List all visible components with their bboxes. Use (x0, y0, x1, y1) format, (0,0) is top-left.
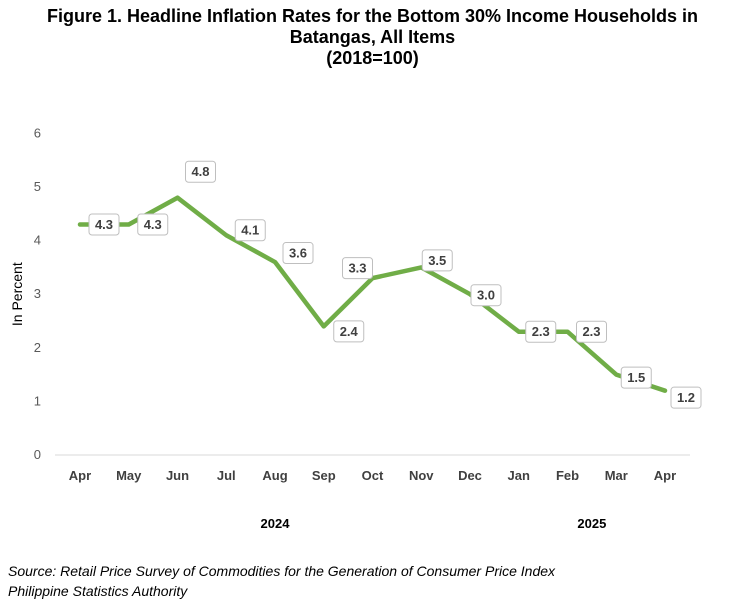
data-label: 3.0 (470, 284, 502, 307)
year-group-label: 2024 (261, 516, 291, 531)
data-label-text: 1.2 (677, 390, 695, 405)
data-label-box (342, 257, 373, 280)
x-tick-label: Jul (217, 468, 236, 483)
data-label-box (137, 213, 169, 236)
x-tick-label: Oct (362, 468, 384, 483)
x-tick-label: Jun (166, 468, 189, 483)
x-tick-label: Sep (312, 468, 336, 483)
series-line-path (77, 195, 668, 393)
x-tick-label: May (116, 468, 142, 483)
data-label-text: 3.5 (428, 253, 446, 268)
data-label: 1.5 (620, 366, 652, 389)
y-tick-label: 5 (34, 179, 41, 194)
data-label: 4.1 (234, 219, 266, 242)
data-label-text: 3.3 (348, 261, 366, 276)
chart-title-line-2: Batangas, All Items (289, 27, 456, 47)
y-tick-label: 2 (34, 340, 41, 355)
source-line-2: Philippine Statistics Authority (8, 583, 188, 599)
y-tick-label: 0 (34, 447, 41, 462)
data-label-box (576, 320, 607, 343)
chart-title-line-1: Figure 1. Headline Inflation Rates for t… (46, 6, 699, 26)
data-label-box (333, 320, 365, 343)
data-label-text: 4.8 (191, 164, 209, 179)
data-label-box (670, 386, 702, 409)
data-label-box (88, 213, 120, 236)
data-label-box (421, 249, 453, 272)
y-tick-label: 3 (34, 286, 41, 301)
data-label-box (234, 219, 266, 242)
data-label-text: 4.3 (144, 217, 162, 232)
year-group-label: 2025 (577, 516, 606, 531)
x-tick-label: Mar (605, 468, 628, 483)
data-label: 3.3 (342, 257, 373, 280)
data-label-text: 2.3 (532, 324, 550, 339)
data-label-box (470, 284, 502, 307)
data-label-text: 2.3 (582, 324, 600, 339)
data-label: 4.3 (137, 213, 169, 236)
y-axis-title: In Percent (9, 262, 25, 326)
data-label-text: 4.1 (241, 223, 259, 238)
data-label-text: 3.0 (477, 288, 495, 303)
chart-title: Figure 1. Headline Inflation Rates for t… (0, 6, 745, 69)
chart-title-line-3: (2018=100) (326, 48, 419, 68)
data-label: 3.6 (282, 242, 314, 265)
data-label-text: 1.5 (627, 370, 645, 385)
data-label: 2.4 (333, 320, 365, 343)
data-label: 4.8 (185, 160, 216, 183)
data-label-text: 2.4 (340, 324, 359, 339)
x-tick-label: Aug (262, 468, 287, 483)
data-label: 2.3 (576, 320, 607, 343)
data-label: 3.5 (421, 249, 453, 272)
x-axis: Apr May Jun Jul Aug Sep Oct Nov Dec Jan Feb Mar Apr 2… (55, 454, 690, 531)
y-axis: 0 1 2 3 4 5 6 In Percent (9, 125, 41, 462)
data-label-box (282, 242, 314, 265)
x-tick-label: Apr (69, 468, 91, 483)
data-label: 2.3 (525, 320, 557, 343)
x-tick-label: Dec (458, 468, 482, 483)
data-label-text: 3.6 (289, 246, 307, 261)
source-note: Source: Retail Price Survey of Commoditi… (8, 561, 555, 601)
data-label-box (185, 160, 216, 183)
x-tick-label: Nov (409, 468, 434, 483)
data-label-box (525, 320, 557, 343)
data-label: 4.3 (88, 213, 120, 236)
x-tick-label: Apr (654, 468, 676, 483)
series-line (77, 195, 668, 393)
data-label: 1.2 (670, 386, 702, 409)
y-tick-label: 4 (34, 233, 41, 248)
data-label-box (620, 366, 652, 389)
y-tick-label: 1 (34, 393, 41, 408)
x-tick-label: Feb (556, 468, 579, 483)
y-tick-label: 6 (34, 125, 41, 140)
source-line-1: Source: Retail Price Survey of Commoditi… (8, 563, 556, 579)
data-labels: 4.3 4.3 4.8 4.1 3.6 2.4 3.3 3.5 3.0 2.3 2.3 1.5 1.2 (88, 160, 702, 409)
data-label-text: 4.3 (95, 217, 113, 232)
x-tick-label: Jan (508, 468, 530, 483)
